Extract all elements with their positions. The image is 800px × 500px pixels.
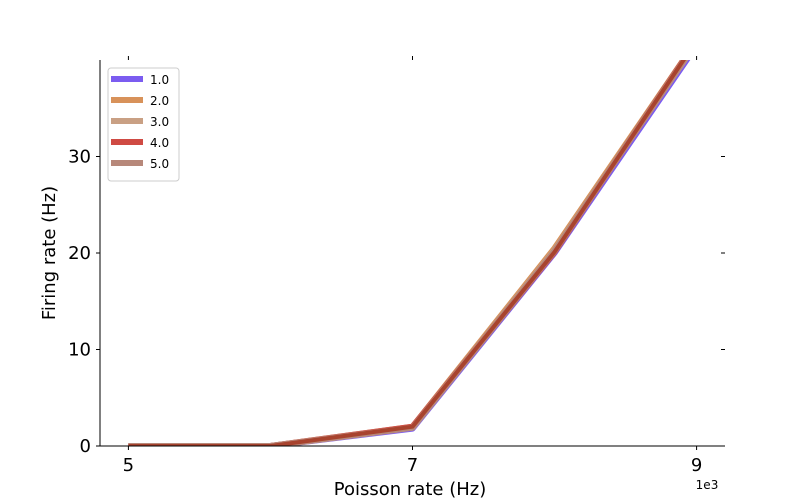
- ticks-layer: 5 7 9 0 10 20 30: [68, 56, 725, 476]
- legend-frame: [107, 67, 180, 182]
- y-tick-label: 20: [68, 243, 91, 264]
- y-axis-title: Firing rate (Hz): [39, 186, 60, 320]
- legend: 1.0 2.0 3.0 4.0 5.0: [107, 67, 180, 182]
- axes-layer: [99, 60, 725, 447]
- y-tick-label: 30: [68, 147, 91, 168]
- legend-label: 3.0: [150, 115, 169, 129]
- series-line-3.0: [128, 60, 689, 446]
- x-tick-label: 7: [407, 455, 418, 476]
- legend-label: 1.0: [150, 73, 169, 87]
- series-line-5.0: [128, 60, 688, 446]
- series-overlay-line: [128, 60, 687, 446]
- y-tick-label: 0: [80, 436, 91, 457]
- series-line-2.0: [128, 60, 688, 446]
- y-tick-label: 10: [68, 340, 91, 361]
- x-offset-label: 1e3: [696, 478, 719, 492]
- legend-label: 5.0: [150, 157, 169, 171]
- x-tick-label: 5: [123, 455, 134, 476]
- legend-label: 2.0: [150, 94, 169, 108]
- legend-label: 4.0: [150, 136, 169, 150]
- series-line-1.0: [128, 60, 691, 446]
- series-layer: [128, 60, 691, 446]
- series-line-4.0: [128, 60, 688, 446]
- x-axis-title: Poisson rate (Hz): [334, 479, 486, 500]
- x-tick-label: 9: [691, 455, 702, 476]
